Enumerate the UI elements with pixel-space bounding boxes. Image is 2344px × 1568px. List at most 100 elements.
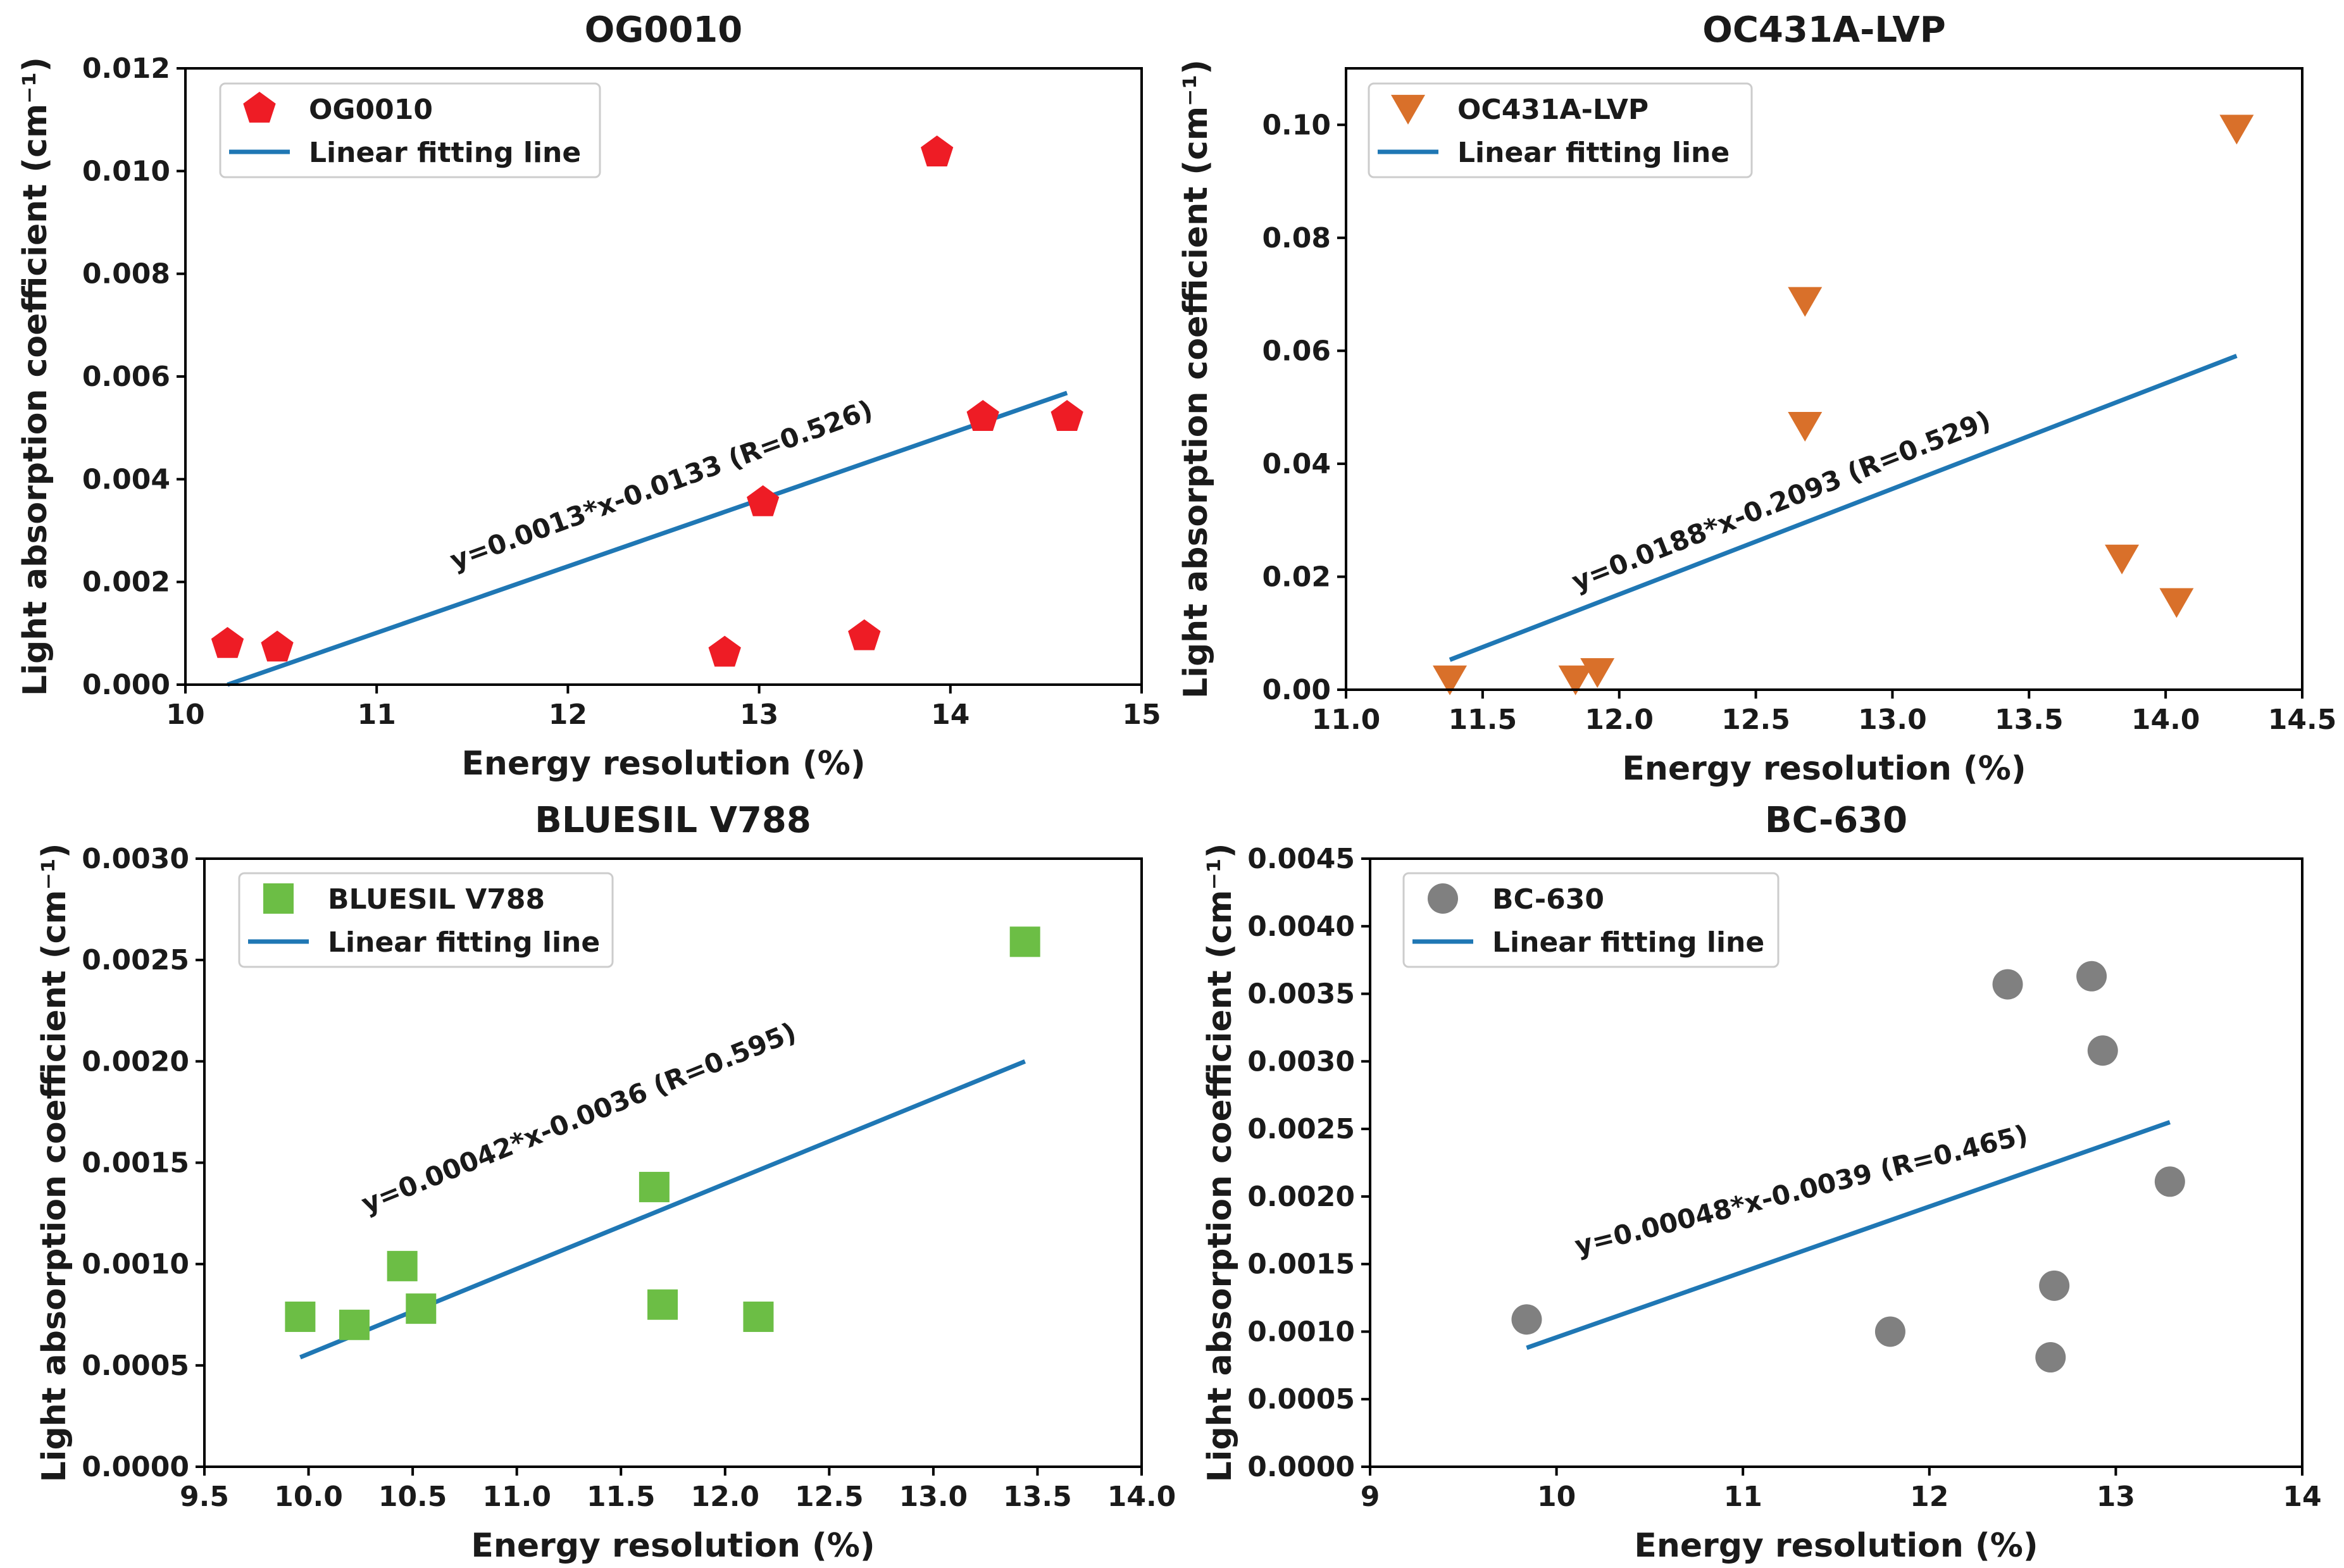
x-tick-label: 13 [740,699,778,731]
data-point [2159,588,2194,618]
legend-marker [1428,883,1458,914]
y-tick-label: 0.012 [82,53,170,85]
y-tick-label: 0.006 [82,361,170,393]
y-tick-label: 0.0015 [82,1147,189,1179]
x-axis-label: Energy resolution (%) [1634,1527,2038,1565]
x-tick-label: 11.0 [482,1481,551,1513]
chart-title: OG0010 [585,9,742,51]
data-point [921,135,954,166]
legend-label-fit: Linear fitting line [309,137,581,169]
y-tick-label: 0.0010 [1247,1316,1355,1348]
fit-line [227,390,1068,687]
y-axis-label: Light absorption coefficient (cm⁻¹) [1201,843,1239,1482]
chart-title: BLUESIL V788 [535,800,811,841]
fit-equation: y=0.0013*x-0.0133 (R=0.526) [446,394,877,576]
x-tick-label: 11 [1724,1481,1762,1513]
data-point [2087,1035,2118,1066]
data-point [2035,1342,2066,1373]
x-tick-label: 9.5 [180,1481,229,1513]
legend: BLUESIL V788 Linear fitting line [238,872,614,968]
y-tick-label: 0.010 [82,155,170,187]
x-tick-label: 14.5 [2268,704,2337,736]
fit-line [1526,1120,2171,1350]
data-point [1992,969,2023,1000]
plot-frame [1345,67,2303,691]
x-tick-label: 12.0 [1585,704,1654,736]
y-tick-label: 0.0005 [82,1350,189,1382]
x-axis-label: Energy resolution (%) [461,745,865,783]
chart-panel-2: OC431A-LVP 11.0 11.5 12.0 12.5 13.0 13.5 14.0 14… [1177,9,2336,788]
data-point [2076,961,2107,992]
chart-panel-1: OG0010 10 11 12 13 14 15 0.000 0.002 0.004 0.006 0.… [16,9,1161,783]
x-tick-label: 12 [549,699,587,731]
data-point [1788,287,1823,317]
x-tick-label: 11.0 [1312,704,1381,736]
data-point [743,1301,774,1332]
y-tick-label: 0.008 [82,258,170,290]
data-point [1788,411,1823,442]
y-tick-label: 0.06 [1262,335,1331,367]
y-tick-label: 0.0040 [1247,911,1355,943]
data-point [2105,544,2140,575]
x-tick-label: 13 [2097,1481,2135,1513]
x-tick-label: 13.5 [1003,1481,1072,1513]
legend-label-fit: Linear fitting line [328,926,600,959]
x-tick-label: 11 [358,699,396,731]
y-tick-label: 0.0000 [1247,1451,1355,1483]
data-point [747,485,780,516]
data-point [708,635,741,667]
x-tick-label: 11.5 [587,1481,656,1513]
data-point [2219,115,2254,145]
data-point [285,1301,316,1332]
legend-box [219,82,601,178]
legend-marker [243,92,276,123]
y-axis-label: Light absorption coefficient (cm⁻¹) [1177,59,1215,699]
x-tick-label: 12.5 [1721,704,1790,736]
data-point [1050,400,1083,431]
y-tick-label: 0.0025 [82,944,189,976]
data-point [848,619,881,650]
legend-label-fit: Linear fitting line [1492,926,1764,959]
x-tick-label: 10.5 [378,1481,447,1513]
data-point [966,400,999,431]
fit-equation: y=0.00048*x-0.0039 (R=0.465) [1572,1119,2031,1262]
y-tick-label: 0.00 [1262,674,1331,706]
x-tick-label: 12 [1910,1481,1948,1513]
data-point [406,1293,437,1324]
plot-frame [1369,857,2303,1468]
y-tick-label: 0.0030 [82,843,189,875]
plot-frame [203,857,1143,1468]
data-point [639,1171,670,1202]
y-tick-label: 0.0035 [1247,978,1355,1011]
data-point [2039,1270,2070,1301]
chart-panel-4: BC-630 9 10 11 12 13 14 0.0000 0.0005 0.0010 0.001… [1201,800,2322,1565]
x-tick-label: 12.5 [795,1481,864,1513]
data-point [1580,658,1615,688]
y-tick-label: 0.0025 [1247,1113,1355,1145]
y-tick-label: 0.0000 [82,1451,189,1483]
x-tick-label: 10 [1537,1481,1576,1513]
y-axis-label: Light absorption coefficient (cm⁻¹) [16,57,54,696]
x-tick-label: 13.0 [899,1481,968,1513]
legend-box [1402,872,1780,968]
x-tick-label: 14 [2283,1481,2321,1513]
x-tick-label: 9 [1361,1481,1380,1513]
legend-box [1368,82,1753,178]
y-axis-label: Light absorption coefficient (cm⁻¹) [35,843,73,1482]
y-tick-label: 0.0045 [1247,843,1355,875]
data-point [261,630,294,662]
x-tick-label: 14.0 [1107,1481,1176,1513]
y-tick-label: 0.0020 [82,1045,189,1078]
x-tick-label: 15 [1122,699,1161,731]
y-tick-label: 0.0010 [82,1248,189,1281]
data-point [211,626,244,658]
x-tick-label: 13.0 [1858,704,1927,736]
data-point [1511,1304,1542,1335]
y-tick-label: 0.04 [1262,448,1331,480]
y-tick-label: 0.02 [1262,561,1331,593]
chart-title: BC-630 [1765,800,1907,841]
data-point [1433,665,1468,695]
data-point [647,1289,678,1320]
chart-title: OC431A-LVP [1702,9,1946,51]
